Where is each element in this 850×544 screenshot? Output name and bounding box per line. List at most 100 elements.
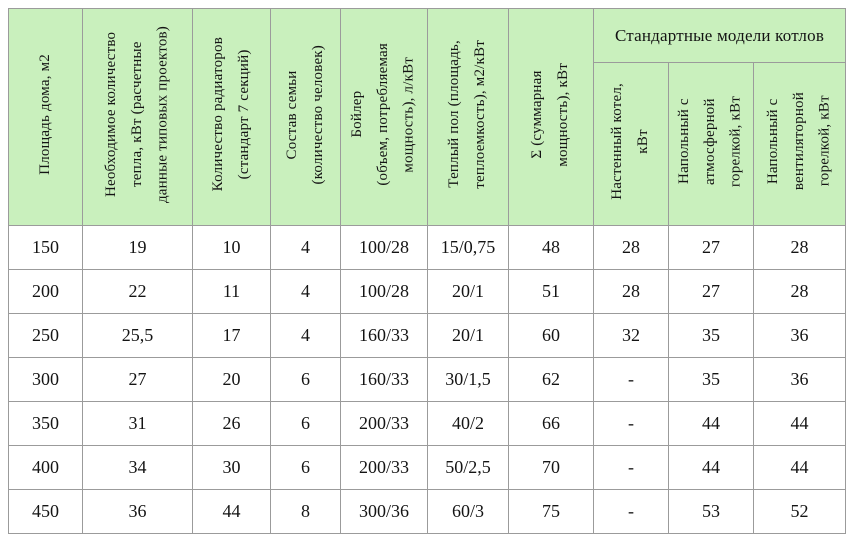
cell: 10 — [192, 225, 271, 270]
cell: 40/2 — [427, 401, 509, 446]
cell: 20/1 — [427, 269, 509, 314]
cell: 52 — [753, 489, 846, 534]
cell: 450 — [8, 489, 83, 534]
cell: 200 — [8, 269, 83, 314]
cell: 300/36 — [340, 489, 428, 534]
header-required-heat: Необходимое количество тепла, кВт (расче… — [82, 8, 193, 226]
cell: 200/33 — [340, 445, 428, 490]
boiler-sizing-table: Площадь дома, м2 Необходимое количество … — [8, 8, 846, 534]
cell: 35 — [668, 357, 754, 402]
cell: 15/0,75 — [427, 225, 509, 270]
cell: 22 — [82, 269, 193, 314]
table-body: 150 19 10 4 100/28 15/0,75 48 28 27 28 2… — [8, 225, 846, 534]
table-row: 250 25,5 17 4 160/33 20/1 60 32 35 36 — [8, 313, 846, 358]
header-floor-fan-burner: Напольный с вентиляторной горелкой, кВт — [753, 62, 846, 226]
cell: 44 — [668, 401, 754, 446]
cell: 44 — [753, 401, 846, 446]
group-header-row: Площадь дома, м2 Необходимое количество … — [8, 8, 846, 226]
cell: 60/3 — [427, 489, 509, 534]
cell: 36 — [82, 489, 193, 534]
header-floor-atmospheric-burner: Напольный с атмосферной горелкой, кВт — [668, 62, 754, 226]
cell: 51 — [508, 269, 594, 314]
cell: 20/1 — [427, 313, 509, 358]
table-row: 150 19 10 4 100/28 15/0,75 48 28 27 28 — [8, 225, 846, 270]
cell: 35 — [668, 313, 754, 358]
cell: 4 — [270, 225, 341, 270]
cell: 11 — [192, 269, 271, 314]
cell: 27 — [668, 225, 754, 270]
table-row: 350 31 26 6 200/33 40/2 66 - 44 44 — [8, 401, 846, 446]
header-total-power: Σ (суммарная мощность), кВт — [508, 8, 594, 226]
group-header-standard-boiler-models: Стандартные модели котлов — [593, 8, 846, 63]
cell: 28 — [753, 269, 846, 314]
header-boiler-label: Бойлер (объем, потребляемая мощность), л… — [349, 43, 417, 186]
cell: 26 — [192, 401, 271, 446]
cell: 50/2,5 — [427, 445, 509, 490]
cell: 6 — [270, 401, 341, 446]
header-floor-fan-burner-label: Напольный с вентиляторной горелкой, кВт — [764, 92, 833, 191]
cell: 36 — [753, 313, 846, 358]
cell: 62 — [508, 357, 594, 402]
cell: 160/33 — [340, 313, 428, 358]
cell: 30/1,5 — [427, 357, 509, 402]
cell: - — [593, 445, 669, 490]
header-required-heat-label: Необходимое количество тепла, кВт (расче… — [102, 25, 171, 204]
cell: 31 — [82, 401, 193, 446]
cell: 44 — [753, 445, 846, 490]
cell: 44 — [192, 489, 271, 534]
cell: 6 — [270, 445, 341, 490]
cell: 36 — [753, 357, 846, 402]
table-header: Площадь дома, м2 Необходимое количество … — [8, 8, 846, 226]
cell: 32 — [593, 313, 669, 358]
table-row: 200 22 11 4 100/28 20/1 51 28 27 28 — [8, 269, 846, 314]
header-wall-mounted-boiler-label: Настенный котел, кВт — [609, 83, 651, 200]
cell: 28 — [593, 269, 669, 314]
cell: 100/28 — [340, 269, 428, 314]
header-boiler: Бойлер (объем, потребляемая мощность), л… — [340, 8, 428, 226]
cell: 44 — [668, 445, 754, 490]
cell: 70 — [508, 445, 594, 490]
header-radiator-count: Количество радиаторов (стандарт 7 секций… — [192, 8, 271, 226]
sub-header-row: Настенный котел, кВт Напольный с атмосфе… — [9, 62, 846, 226]
cell: - — [593, 489, 669, 534]
cell: 100/28 — [340, 225, 428, 270]
cell: 20 — [192, 357, 271, 402]
cell: 34 — [82, 445, 193, 490]
cell: 19 — [82, 225, 193, 270]
cell: 300 — [8, 357, 83, 402]
header-floor-atmospheric-burner-label: Напольный с атмосферной горелкой, кВт — [676, 96, 744, 187]
cell: 27 — [82, 357, 193, 402]
cell: 53 — [668, 489, 754, 534]
header-warm-floor-label: Теплый пол (площадь, теплоемкость), м2/к… — [446, 40, 488, 189]
header-family-size: Состав семьи (количество человек) — [270, 8, 341, 226]
cell: 75 — [508, 489, 594, 534]
header-house-area-label: Площадь дома, м2 — [36, 54, 53, 175]
cell: 30 — [192, 445, 271, 490]
header-house-area: Площадь дома, м2 — [8, 8, 83, 226]
table-row: 450 36 44 8 300/36 60/3 75 - 53 52 — [8, 489, 846, 534]
cell: - — [593, 357, 669, 402]
cell: 150 — [8, 225, 83, 270]
header-wall-mounted-boiler: Настенный котел, кВт — [593, 62, 669, 226]
cell: 6 — [270, 357, 341, 402]
cell: 4 — [270, 269, 341, 314]
cell: 200/33 — [340, 401, 428, 446]
cell: 160/33 — [340, 357, 428, 402]
header-radiator-count-label: Количество радиаторов (стандарт 7 секций… — [209, 37, 252, 192]
cell: 17 — [192, 313, 271, 358]
table-row: 300 27 20 6 160/33 30/1,5 62 - 35 36 — [8, 357, 846, 402]
cell: 4 — [270, 313, 341, 358]
cell: 48 — [508, 225, 594, 270]
header-total-power-label: Σ (суммарная мощность), кВт — [529, 62, 571, 167]
header-warm-floor: Теплый пол (площадь, теплоемкость), м2/к… — [427, 8, 509, 226]
cell: 28 — [593, 225, 669, 270]
cell: - — [593, 401, 669, 446]
header-family-size-label: Состав семьи (количество человек) — [283, 44, 326, 185]
cell: 350 — [8, 401, 83, 446]
cell: 8 — [270, 489, 341, 534]
table-row: 400 34 30 6 200/33 50/2,5 70 - 44 44 — [8, 445, 846, 490]
cell: 250 — [8, 313, 83, 358]
cell: 25,5 — [82, 313, 193, 358]
cell: 60 — [508, 313, 594, 358]
